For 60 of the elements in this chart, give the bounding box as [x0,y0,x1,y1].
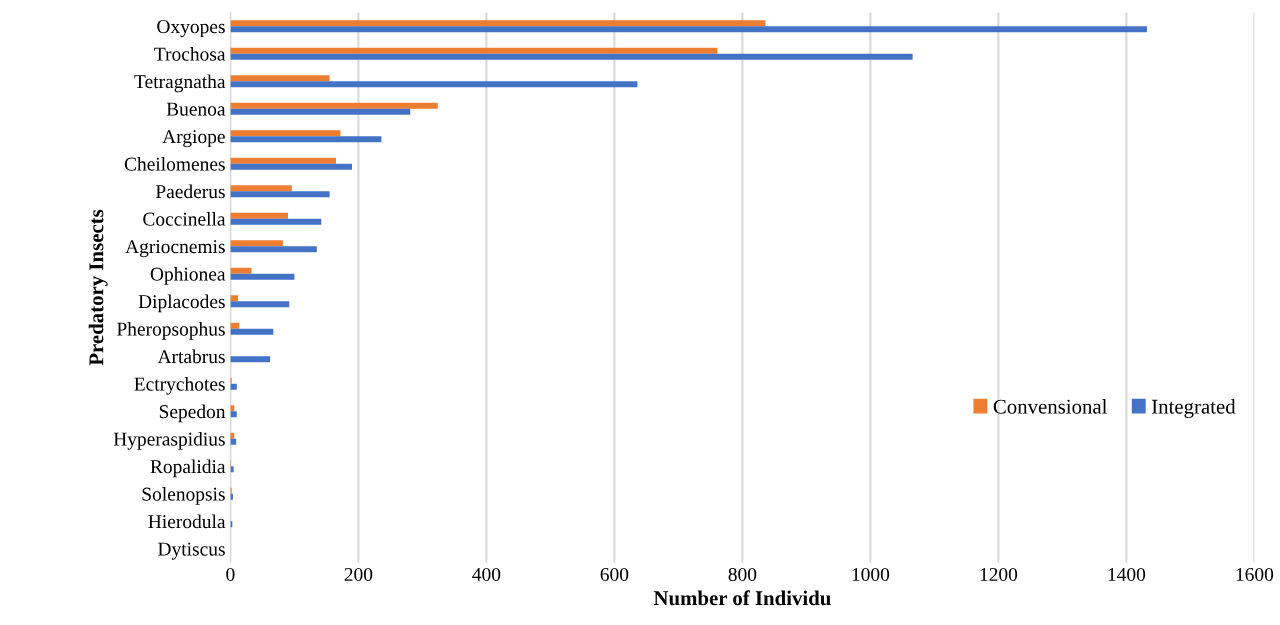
bar [230,185,292,192]
bar [230,240,283,247]
y-tick-label: Hierodula [148,514,226,529]
legend-label: Integrated [1151,399,1236,418]
x-axis-title: Number of Individu [653,590,831,606]
legend-label: Convensional [993,399,1108,414]
y-tick-label: Dytiscus [158,542,225,560]
x-tick-label: 200 [344,567,373,582]
x-tick-label: 1600 [1236,567,1274,582]
x-tick-label: 1000 [852,567,890,582]
bar [230,47,718,54]
bar [230,53,913,60]
bar [230,81,638,88]
x-tick-label: 800 [728,567,757,582]
x-tick-label: 400 [472,567,501,582]
bar [230,411,237,418]
y-tick-label: Sepedon [159,404,226,423]
bar [230,383,237,390]
bar [230,157,336,164]
bar [230,108,411,115]
y-axis-title: Predatory Insects [88,209,108,366]
bar [230,20,766,27]
bar [230,212,288,219]
x-tick-label: 600 [600,567,629,582]
bar [230,130,341,137]
y-tick-label: Agriocnemis [125,240,225,258]
y-tick-label: Buenoa [166,102,226,116]
bar [230,191,330,198]
y-tick-label: Solenopsis [142,487,225,505]
x-tick-label: 1200 [980,567,1018,582]
y-tick-label: Diplacodes [138,294,225,313]
y-tick-label: Coccinella [143,212,226,226]
y-tick-label: Cheilomenes [124,157,225,171]
y-tick-label: Argiope [162,130,225,148]
bar [230,163,352,170]
y-tick-label: Ophionea [150,267,226,285]
bar [230,267,252,274]
bar [230,466,234,473]
y-tick-label: Hyperaspidius [113,432,225,450]
x-tick-label: 0 [226,567,235,582]
y-tick-label: Trochosa [154,47,226,61]
y-tick-label: Tetragnatha [134,74,226,93]
bar [230,246,317,253]
y-tick-label: Artabrus [157,349,225,364]
bar [230,75,330,82]
bar [230,328,274,335]
bar [230,356,271,363]
bar [230,26,1147,33]
x-tick-label: 1400 [1108,567,1146,582]
y-tick-label: Paederus [155,184,225,199]
bar [230,273,295,280]
bar [230,136,382,143]
y-tick-label: Oxyopes [157,20,225,38]
bar [230,301,290,308]
bar [230,218,322,225]
y-tick-label: Ectrychotes [134,377,225,395]
bar [230,295,239,302]
y-tick-label: Pheropsophus [116,322,225,340]
y-tick-label: Ropalidia [150,459,226,478]
bar [230,102,438,109]
